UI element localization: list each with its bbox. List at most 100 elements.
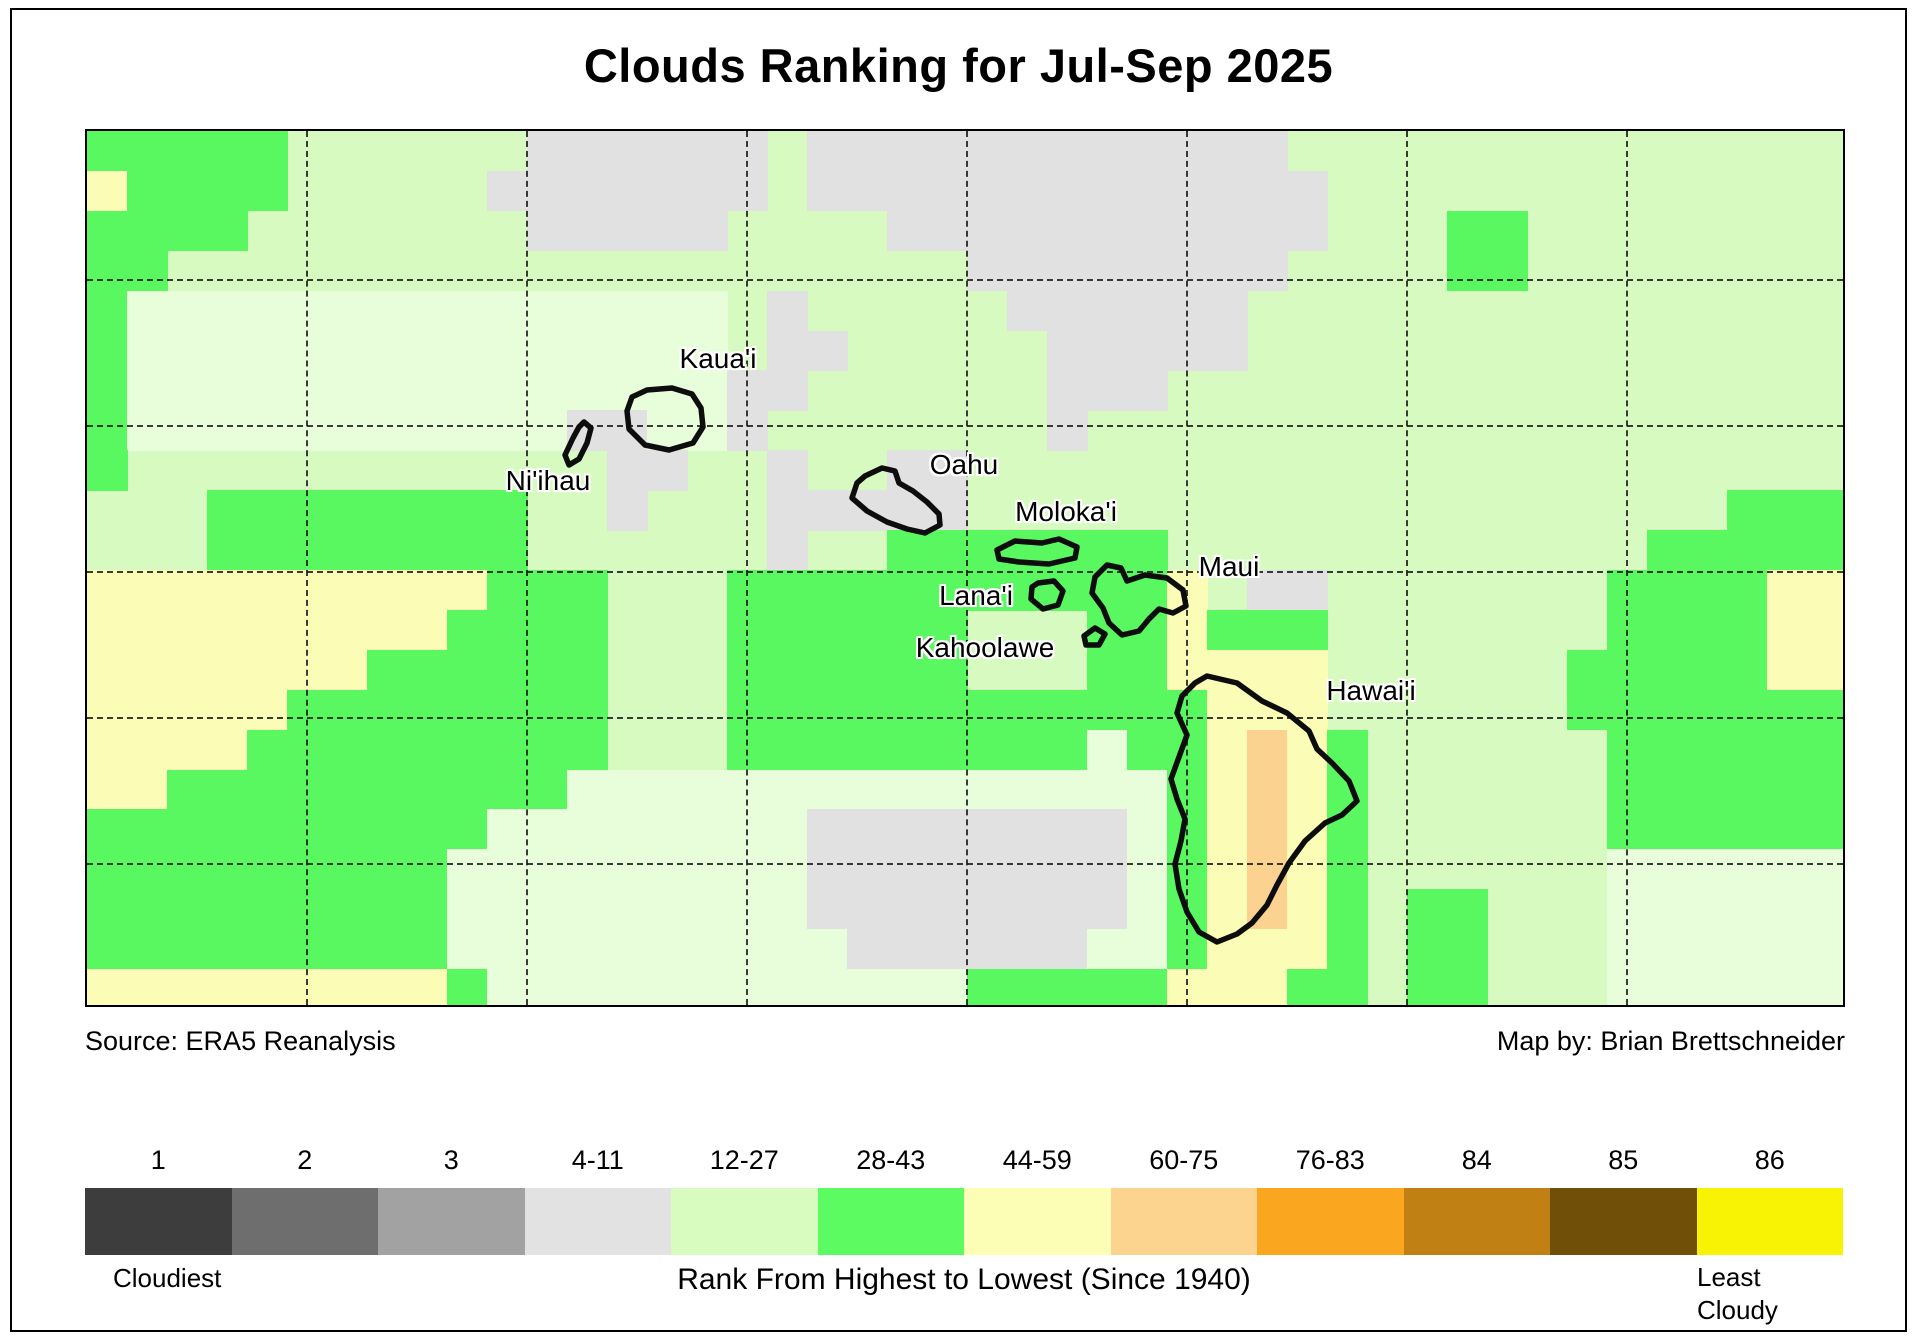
legend-swatch-85 [1550,1188,1697,1255]
map-cell [487,170,528,212]
map-cell [1767,649,1808,691]
map-cell [647,809,688,850]
map-cell [447,530,488,571]
island-label-hawaii: Hawai'i [1326,675,1416,706]
map-cell [1087,290,1128,332]
map-cell [1207,250,1248,292]
source-text: Source: ERA5 Reanalysis [85,1026,396,1056]
map-cell [1207,290,1248,332]
map-cell [407,570,448,611]
map-cell [1127,689,1168,731]
map-cell [807,689,848,731]
map-cell [1327,969,1368,1005]
map-cell [367,649,408,691]
map-cell [207,769,248,811]
map-cell [207,330,248,372]
map-cell [1047,131,1088,172]
map-cell [567,370,608,411]
map-cell [247,769,288,811]
map-cell [87,131,128,172]
map-cell [127,689,168,731]
map-cell [487,889,528,930]
map-cell [1087,370,1128,411]
map-cell [767,689,808,731]
map-cell [407,689,448,731]
map-cell [767,929,808,970]
map-cell [847,849,888,890]
map-cell [767,530,808,571]
map-cell [527,210,568,252]
map-cell [407,490,448,531]
map-cell [407,809,448,850]
map-cell [607,969,648,1005]
map-cell [167,131,208,172]
map-cell [447,809,488,850]
map-cell [807,490,848,531]
map-cell [967,131,1008,172]
map-cell [1327,929,1368,970]
map-cell [1287,689,1328,731]
map-cell [847,609,888,651]
map-cell [87,689,128,731]
map-cell [567,170,608,212]
map-cell [247,370,288,411]
legend-swatch-3 [378,1188,525,1255]
map-cell [487,649,528,691]
map-cell [207,210,248,252]
map-cell [1727,609,1768,651]
map-cell [87,450,128,491]
map-cell [1287,929,1328,970]
map-cell [447,969,488,1005]
map-cell [1447,250,1488,292]
map-cell [207,929,248,970]
map-cell [1207,969,1248,1005]
map-cell [927,969,968,1005]
map-cell [1087,849,1128,890]
map-cell [527,170,568,212]
map-cell [527,929,568,970]
island-outline-kauai [624,385,706,453]
map-cell [167,649,208,691]
map-cell [1127,250,1168,292]
map-cell [1127,131,1168,172]
map-cell [247,609,288,651]
map-cell [1047,969,1088,1005]
map-cell [127,649,168,691]
map-cell [327,689,368,731]
map-cell [447,609,488,651]
latitude-gridline [87,571,1843,573]
map-cell [167,689,208,731]
map-cell [447,889,488,930]
map-cell [1647,849,1688,890]
map-cell [167,849,208,890]
map-cell [1207,849,1248,890]
map-cell [1647,929,1688,970]
map-cell [367,290,408,332]
map-cell [167,410,208,451]
map-cell [927,530,968,571]
map-cell [127,609,168,651]
map-cell [407,769,448,811]
map-cell [1207,889,1248,930]
map-cell [1287,570,1328,611]
map-cell [1727,809,1768,850]
map-cell [1727,570,1768,611]
map-cell [1407,969,1448,1005]
map-cell [1727,929,1768,970]
map-cell [887,570,928,611]
map-cell [527,330,568,372]
map-cell [1807,689,1843,731]
map-cell [1007,769,1048,811]
map-cell [1087,929,1128,970]
map-cell [767,969,808,1005]
map-cell [1327,889,1368,930]
map-cell [687,131,728,172]
map-cell [1647,889,1688,930]
map-cell [327,969,368,1005]
map-cell [647,969,688,1005]
map-cell [327,929,368,970]
map-cell [1207,609,1248,651]
map-cell [527,609,568,651]
map-cell [1287,170,1328,212]
map-cell [847,809,888,850]
